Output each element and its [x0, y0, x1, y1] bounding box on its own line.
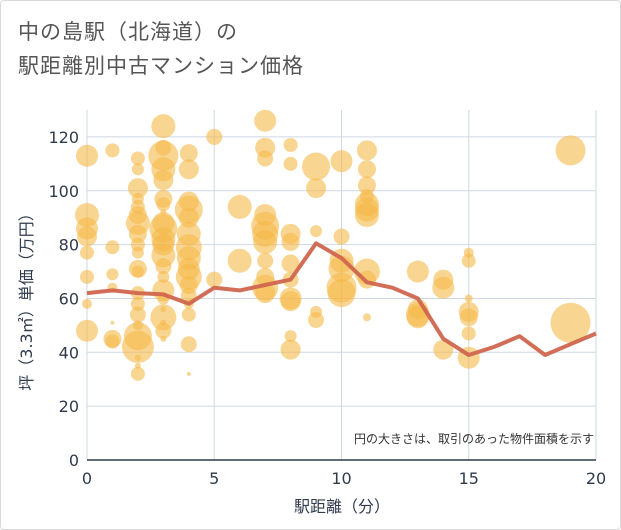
bubble	[181, 307, 196, 322]
x-tick-label: 20	[586, 469, 606, 488]
x-tick-label: 10	[331, 469, 351, 488]
bubble	[155, 322, 172, 339]
bubble	[257, 150, 274, 167]
bubble	[406, 306, 429, 329]
bubble	[362, 313, 371, 322]
x-tick-label: 15	[459, 469, 479, 488]
bubble	[257, 252, 274, 269]
bubble	[302, 152, 331, 181]
x-tick-label: 5	[209, 469, 219, 488]
x-tick-labels: 0 5 10 15 20	[82, 469, 606, 488]
bubble	[105, 334, 120, 349]
bubble	[433, 339, 454, 360]
bubble	[280, 291, 301, 312]
bubble	[357, 160, 376, 179]
bubble	[155, 258, 172, 275]
bubble	[160, 335, 167, 342]
x-axis-label: 駅距離（分）	[294, 497, 390, 516]
chart-title-line2: 駅距離別中古マンション価格	[18, 54, 304, 78]
bubble	[206, 271, 223, 288]
bubble	[281, 254, 300, 273]
y-tick-label: 80	[59, 236, 79, 255]
bubble	[128, 224, 147, 243]
y-tick-label: 40	[59, 343, 79, 362]
bubble	[281, 232, 300, 251]
bubble	[227, 248, 252, 273]
bubble	[206, 128, 223, 145]
bubble	[283, 138, 298, 152]
bubble	[76, 144, 98, 167]
bubble	[432, 276, 455, 299]
bubble	[82, 298, 92, 309]
size-note: 円の大きさは、取引のあった物件面積を示す	[354, 431, 594, 446]
chart-title-line1: 中の島駅（北海道）の	[18, 20, 238, 44]
bubble	[129, 306, 146, 323]
bubble	[131, 246, 144, 259]
bubble	[178, 207, 199, 228]
bubble	[156, 197, 171, 212]
bubble	[106, 268, 119, 281]
bubble	[134, 354, 141, 361]
bubble	[178, 159, 199, 180]
bubble	[153, 170, 174, 190]
x-tick-label: 0	[82, 469, 92, 488]
bubble	[130, 296, 145, 311]
bubble	[121, 330, 154, 363]
bubble	[354, 203, 379, 227]
bubble	[110, 320, 115, 325]
y-tick-label: 100	[48, 182, 79, 201]
bubble	[105, 143, 120, 158]
bubble	[130, 151, 145, 166]
bubble	[254, 109, 277, 132]
bubble	[179, 144, 198, 163]
bubble	[127, 178, 148, 199]
bubble	[330, 150, 353, 173]
y-tick-label: 20	[59, 397, 79, 416]
bubble	[357, 176, 376, 195]
bubble	[555, 135, 586, 166]
bubble	[464, 294, 473, 303]
bubble	[406, 260, 429, 283]
bubble	[80, 269, 94, 284]
bubble	[310, 225, 323, 238]
bubble	[284, 330, 297, 343]
bubble	[550, 302, 591, 343]
bubble	[151, 114, 176, 139]
y-tick-label: 120	[48, 128, 79, 147]
trend-line	[86, 241, 597, 357]
bubble	[283, 156, 298, 171]
bubble	[105, 240, 120, 255]
bubble	[131, 163, 144, 176]
bubble	[77, 226, 97, 247]
bubble	[280, 339, 301, 360]
y-axis-label: 坪（3.3㎡）単価（万円）	[17, 205, 36, 390]
bubble	[150, 304, 177, 331]
bubble	[130, 366, 145, 381]
bubble	[461, 326, 476, 341]
bubble	[80, 245, 94, 260]
y-tick-label: 0	[69, 451, 79, 470]
y-tick-label: 60	[59, 289, 79, 308]
y-tick-labels: 0 20 40 60 80 100 120	[48, 128, 79, 470]
bubble	[461, 253, 476, 268]
bubble	[356, 140, 377, 161]
bubble	[459, 308, 478, 327]
bubble	[308, 312, 325, 328]
bubble	[186, 371, 191, 376]
bubble	[180, 336, 197, 353]
bubble	[333, 228, 350, 245]
bubble	[131, 265, 144, 278]
bubble	[227, 194, 252, 219]
bubble	[76, 319, 98, 342]
bubble	[306, 178, 327, 199]
bubble	[253, 229, 278, 254]
bubble	[327, 279, 356, 308]
